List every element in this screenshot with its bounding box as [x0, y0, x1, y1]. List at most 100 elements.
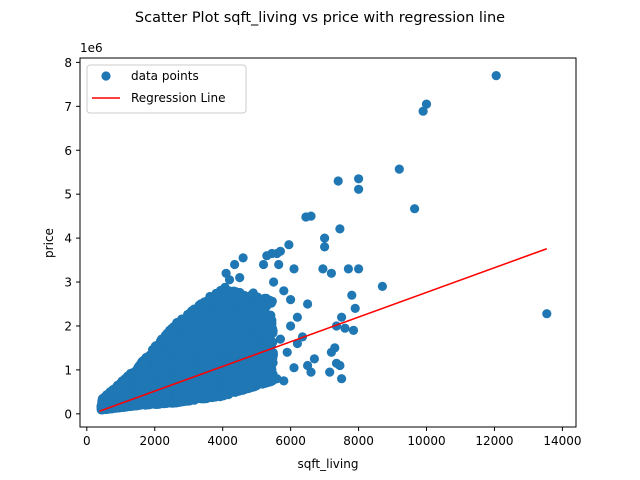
y-offset-text: 1e6	[80, 41, 103, 55]
regression-line-layer	[99, 247, 548, 412]
data-point	[354, 184, 364, 194]
chart-title: Scatter Plot sqft_living vs price with r…	[135, 10, 505, 26]
data-point	[284, 240, 294, 250]
y-axis-ticks: 0 1 2 3 4 5 6 7 8	[64, 56, 80, 421]
data-point	[333, 176, 343, 186]
data-point	[340, 323, 350, 333]
data-point	[239, 369, 249, 379]
y-tick-label: 1	[64, 363, 72, 377]
x-tick-label: 4000	[207, 434, 238, 448]
data-point	[274, 259, 284, 270]
data-point	[421, 99, 432, 109]
data-point	[354, 264, 364, 274]
data-point	[337, 312, 347, 322]
data-point	[264, 329, 274, 340]
data-point	[325, 367, 335, 377]
x-tick-label: 8000	[343, 434, 374, 448]
data-point	[303, 360, 313, 371]
data-point	[247, 344, 257, 354]
x-tick-label: 2000	[139, 434, 170, 448]
data-point	[320, 233, 330, 243]
data-point	[220, 320, 230, 330]
data-point	[235, 273, 245, 283]
data-point	[187, 343, 197, 354]
data-point	[261, 313, 271, 323]
data-point	[258, 301, 269, 311]
data-point	[275, 334, 285, 344]
legend-box	[86, 64, 247, 114]
data-point	[289, 264, 299, 274]
data-point	[350, 303, 360, 313]
data-point	[289, 363, 299, 373]
data-point	[292, 312, 302, 322]
data-point	[194, 391, 205, 401]
data-point	[347, 290, 357, 300]
data-point	[282, 347, 292, 357]
data-point	[337, 374, 347, 384]
x-tick-label: 10000	[407, 434, 445, 448]
data-point	[225, 311, 235, 321]
data-point	[335, 224, 345, 234]
legend-marker-data-points	[101, 71, 111, 81]
data-point	[134, 366, 144, 376]
data-point	[286, 321, 296, 331]
data-point	[235, 291, 245, 301]
x-axis-label: sqft_living	[298, 457, 359, 471]
plot-area	[96, 71, 552, 415]
data-point	[139, 383, 150, 393]
legend: data points Regression Line	[86, 64, 247, 114]
data-point	[246, 333, 256, 344]
data-point	[267, 319, 277, 329]
data-point	[491, 71, 501, 81]
data-point	[185, 355, 195, 365]
data-point	[262, 251, 272, 261]
data-point	[226, 344, 236, 354]
data-point	[182, 392, 192, 402]
data-point	[205, 353, 215, 363]
data-point	[343, 264, 353, 274]
x-tick-label: 0	[83, 434, 91, 448]
data-point	[219, 332, 229, 342]
y-tick-label: 7	[64, 100, 72, 114]
data-point	[320, 242, 330, 252]
data-point	[116, 387, 126, 398]
data-point	[258, 259, 269, 270]
data-point	[269, 277, 279, 287]
data-point	[231, 322, 241, 332]
data-point	[303, 299, 313, 309]
data-point	[309, 354, 319, 364]
y-tick-label: 2	[64, 319, 72, 333]
x-tick-label: 12000	[475, 434, 513, 448]
data-point	[301, 212, 311, 222]
data-point	[151, 399, 161, 409]
data-point	[202, 341, 212, 351]
data-point	[151, 345, 161, 355]
data-point	[326, 347, 336, 357]
data-point	[250, 319, 260, 329]
x-axis-ticks: 0 2000 4000 6000 8000 10000 12000 14000	[83, 427, 582, 448]
data-point	[335, 360, 345, 371]
data-point	[162, 356, 172, 367]
data-point	[252, 375, 262, 386]
y-tick-label: 4	[64, 232, 72, 246]
data-point	[394, 164, 404, 174]
data-point	[219, 391, 229, 401]
y-tick-label: 8	[64, 56, 72, 70]
data-point	[139, 358, 150, 368]
data-point	[238, 253, 248, 263]
data-point	[326, 268, 336, 278]
y-tick-label: 6	[64, 144, 72, 158]
data-point	[207, 389, 217, 399]
data-point	[236, 384, 246, 395]
data-point	[542, 309, 552, 319]
data-point	[243, 358, 253, 368]
data-point	[318, 264, 328, 274]
data-point	[272, 374, 282, 384]
legend-label-data-points: data points	[131, 69, 199, 83]
data-point	[183, 330, 193, 340]
data-point	[196, 301, 206, 312]
data-point	[183, 384, 193, 394]
data-point	[206, 311, 217, 321]
data-point	[172, 372, 182, 382]
data-point	[410, 204, 420, 214]
